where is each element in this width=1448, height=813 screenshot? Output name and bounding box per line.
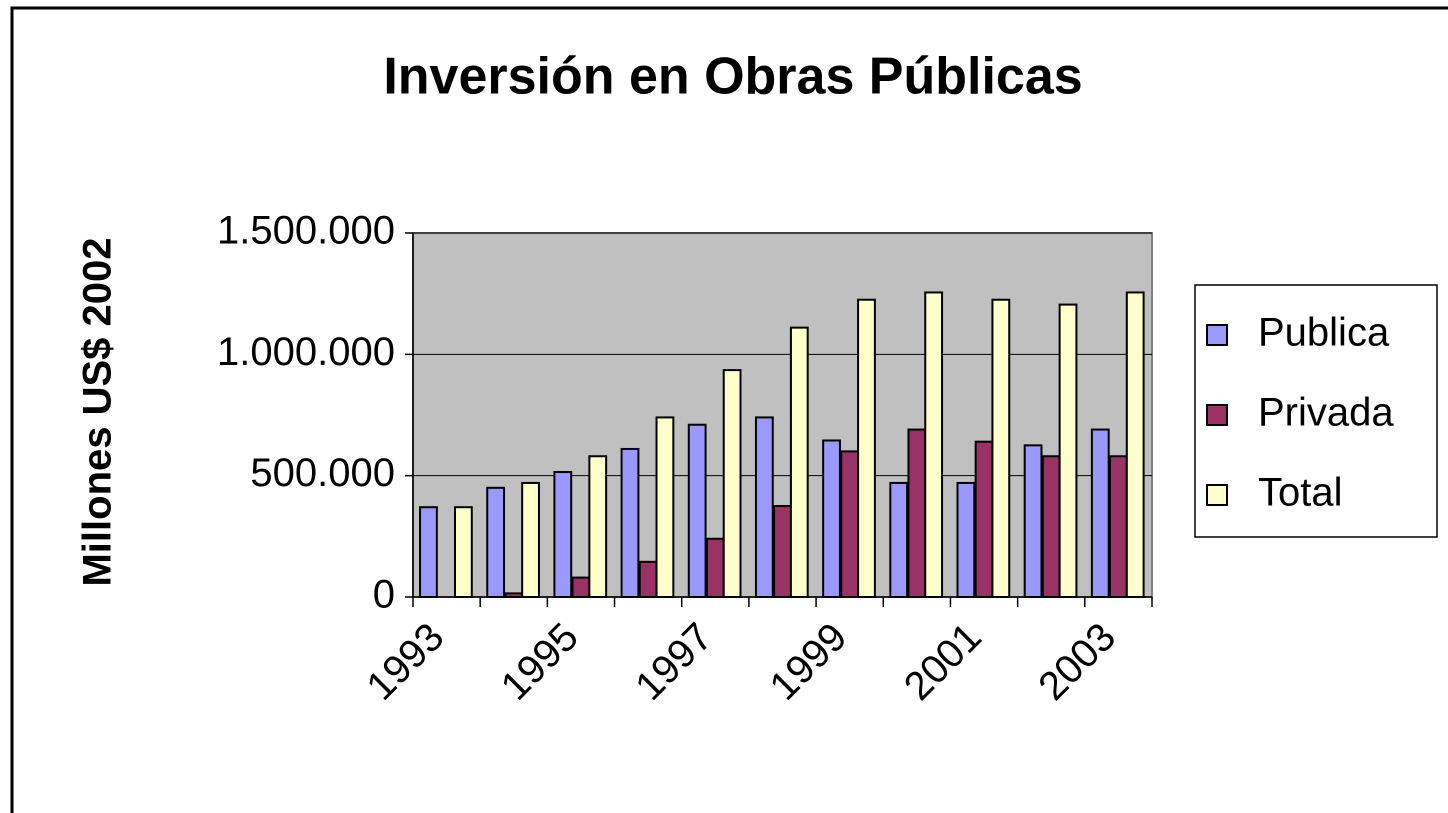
bar — [907, 428, 927, 598]
bar — [889, 481, 909, 598]
bar — [687, 423, 707, 598]
bar — [521, 481, 540, 598]
bar — [705, 537, 725, 599]
legend-label: Total — [1258, 471, 1343, 515]
y-tick-label: 1.500.000 — [217, 209, 395, 253]
bar — [638, 560, 658, 599]
bar — [924, 291, 944, 598]
legend-swatch — [1206, 484, 1228, 506]
bar — [754, 416, 774, 598]
bar — [840, 450, 860, 598]
y-tick-label: 500.000 — [250, 451, 395, 495]
bar — [553, 471, 573, 599]
legend-swatch — [1206, 404, 1228, 426]
bar — [857, 298, 876, 598]
chart-title: Inversión en Obras Públicas — [383, 48, 1082, 106]
bar — [1109, 455, 1128, 598]
bar — [722, 369, 742, 598]
bar — [1125, 291, 1145, 598]
bar — [956, 481, 976, 598]
bar — [504, 592, 524, 598]
bar — [974, 440, 994, 598]
bar — [486, 486, 506, 598]
bar — [991, 298, 1011, 598]
bar — [822, 439, 841, 599]
legend-label: Publica — [1258, 311, 1390, 355]
bar — [620, 447, 640, 598]
y-tick-label: 0 — [373, 573, 395, 617]
bar — [1023, 444, 1043, 599]
legend-swatch — [1206, 324, 1228, 346]
bar — [655, 416, 675, 598]
y-tick-label: 1.000.000 — [217, 330, 395, 374]
bar — [419, 506, 438, 599]
bar — [773, 505, 792, 598]
bar — [571, 576, 591, 599]
y-axis-label: Millones US$ 2002 — [76, 237, 120, 586]
bar — [789, 326, 809, 598]
legend-label: Privada — [1258, 391, 1394, 435]
legend — [1194, 284, 1438, 538]
bar — [453, 506, 473, 599]
bar — [1041, 455, 1061, 598]
bar — [1058, 303, 1078, 598]
bar — [1090, 428, 1110, 598]
bar — [588, 455, 608, 598]
